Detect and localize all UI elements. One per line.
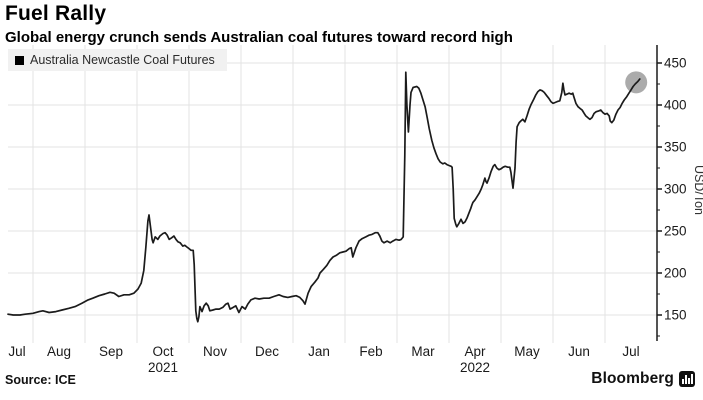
y-tick-label: 400 <box>664 98 687 113</box>
price-line <box>7 71 641 323</box>
x-tick-label: Mar <box>411 344 435 359</box>
bloomberg-logo: Bloomberg <box>591 370 695 388</box>
y-tick-label: 300 <box>664 182 687 197</box>
x-tick-label: Aug <box>47 344 71 359</box>
x-tick-label: Jan <box>308 344 330 359</box>
y-tick-label: 350 <box>664 140 687 155</box>
x-tick-label: Feb <box>359 344 382 359</box>
y-tick-label: 450 <box>664 56 687 71</box>
chart-subtitle: Global energy crunch sends Australian co… <box>5 29 513 46</box>
year-label: 2021 <box>148 360 178 375</box>
legend-swatch-icon <box>15 55 24 65</box>
x-tick-label: Oct <box>152 344 173 359</box>
x-tick-label: Apr <box>464 344 486 359</box>
y-tick-label: 250 <box>664 224 687 239</box>
x-tick-label: Nov <box>203 344 227 359</box>
legend-label: Australia Newcastle Coal Futures <box>30 53 215 67</box>
x-tick-label: Dec <box>255 344 279 359</box>
source-credit: Source: ICE <box>5 373 76 387</box>
x-tick-label: Sep <box>99 344 123 359</box>
bloomberg-wordmark: Bloomberg <box>591 370 674 387</box>
year-label: 2022 <box>460 360 490 375</box>
x-tick-label: Jun <box>568 344 590 359</box>
legend: Australia Newcastle Coal Futures <box>8 49 227 71</box>
y-tick-label: 150 <box>664 308 687 323</box>
y-axis-title: USD/Ton <box>692 165 703 215</box>
chart-title: Fuel Rally <box>5 2 107 25</box>
x-tick-label: Jul <box>8 344 25 359</box>
y-tick-label: 200 <box>664 266 687 281</box>
x-tick-label: May <box>514 344 540 359</box>
x-tick-label: Jul <box>622 344 639 359</box>
bloomberg-terminal-icon <box>679 371 695 387</box>
